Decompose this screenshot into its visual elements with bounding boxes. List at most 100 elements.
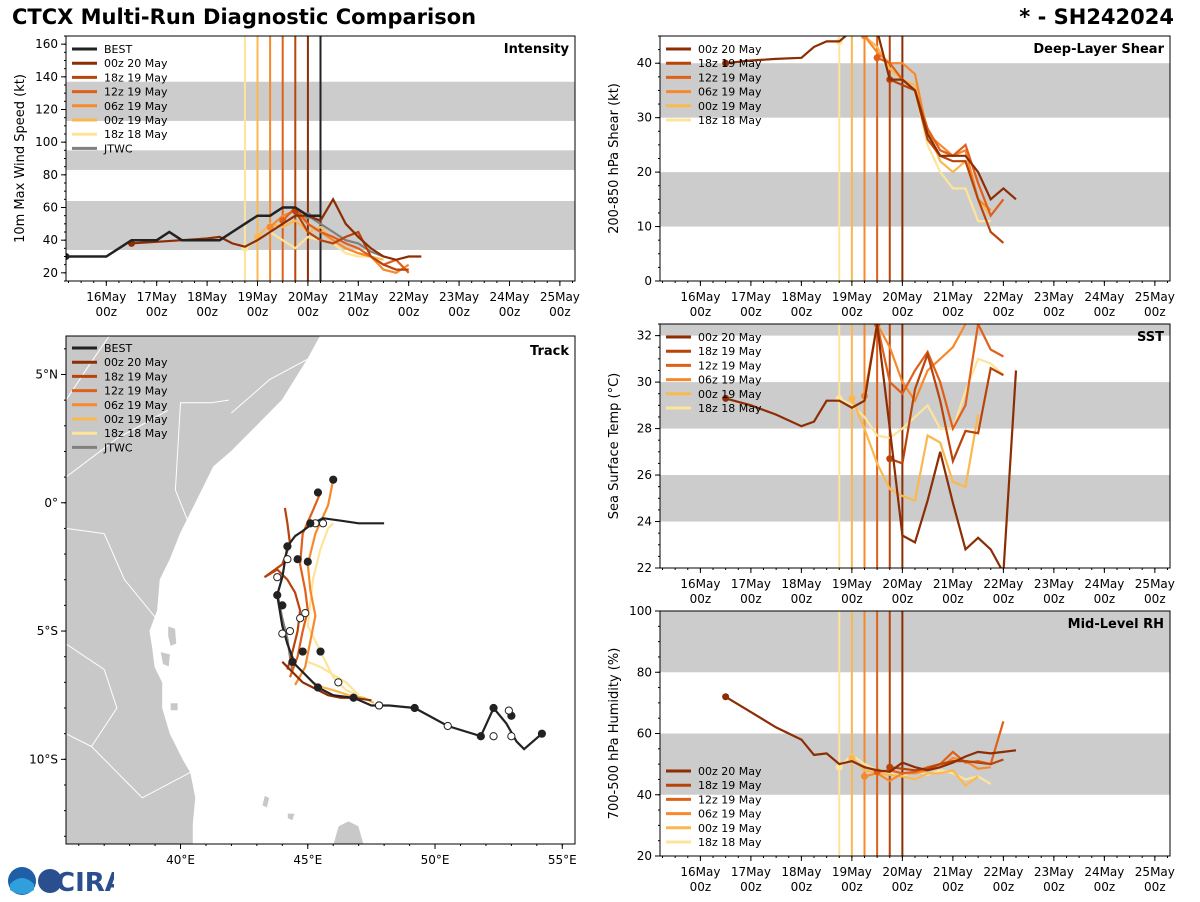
lat-tick-label: 5°S bbox=[37, 624, 58, 638]
band-0 bbox=[660, 172, 1170, 227]
x-tick-hour: 00z bbox=[791, 592, 813, 606]
track-position-marker bbox=[313, 683, 323, 692]
x-tick-day: 17May bbox=[731, 290, 771, 304]
legend-label: JTWC bbox=[103, 142, 133, 155]
track-position-marker bbox=[374, 701, 384, 710]
x-tick-hour: 00z bbox=[247, 305, 269, 319]
x-tick-day: 18May bbox=[781, 290, 821, 304]
noaa-cira-logo: CIRA bbox=[8, 867, 125, 898]
track-position-marker bbox=[316, 647, 325, 656]
legend-label: 12z 19 May bbox=[698, 793, 762, 806]
y-tick-label: 100 bbox=[629, 604, 652, 618]
island bbox=[261, 794, 271, 809]
track-position-marker bbox=[303, 557, 312, 566]
series-group bbox=[722, 36, 1017, 244]
country-border bbox=[103, 533, 161, 624]
y-axis-label: Sea Surface Temp (°C) bbox=[607, 373, 622, 520]
x-tick-day: 25May bbox=[1135, 290, 1175, 304]
legend-label: JTWC bbox=[103, 441, 133, 454]
x-tick-hour: 00z bbox=[1094, 592, 1116, 606]
x-tick-day: 20May bbox=[288, 290, 328, 304]
series-line-00z-19-may bbox=[850, 397, 980, 503]
track-position-marker bbox=[301, 608, 310, 618]
track-position-marker bbox=[283, 555, 292, 564]
legend-label: 06z 19 May bbox=[104, 100, 168, 113]
x-tick-hour: 00z bbox=[1144, 592, 1166, 606]
legend-label: 06z 19 May bbox=[104, 399, 168, 412]
panel-title: SST bbox=[1137, 330, 1164, 345]
x-tick-day: 17May bbox=[137, 290, 177, 304]
cira-logo: CIRA bbox=[4, 864, 125, 898]
y-tick-label: 100 bbox=[35, 135, 58, 149]
band-2 bbox=[660, 324, 1170, 336]
x-tick-hour: 00z bbox=[1094, 880, 1116, 894]
legend-label: 00z 19 May bbox=[104, 413, 168, 426]
x-tick-hour: 00z bbox=[690, 880, 712, 894]
series-line-00z-20-may bbox=[725, 695, 1017, 773]
series-line-12z-19-may bbox=[876, 56, 1005, 218]
track-position-marker bbox=[334, 678, 343, 687]
track-position-marker bbox=[278, 629, 287, 638]
x-tick-hour: 00z bbox=[1144, 880, 1166, 894]
island bbox=[286, 812, 296, 822]
noaa-wave-icon bbox=[10, 878, 34, 894]
series-group bbox=[722, 693, 1017, 788]
x-tick-hour: 00z bbox=[892, 592, 914, 606]
y-tick-label: 30 bbox=[637, 111, 652, 125]
lon-tick-label: 45°E bbox=[293, 853, 322, 867]
x-tick-day: 24May bbox=[1084, 290, 1124, 304]
legend-label: 00z 19 May bbox=[698, 388, 762, 401]
map-frame bbox=[65, 335, 576, 845]
legend-label: 18z 18 May bbox=[104, 128, 168, 141]
legend-label: 00z 20 May bbox=[104, 57, 168, 70]
track-position-marker bbox=[296, 614, 305, 623]
track-position-marker bbox=[288, 657, 297, 666]
x-tick-day: 21May bbox=[933, 865, 973, 879]
x-tick-hour: 00z bbox=[791, 880, 813, 894]
y-axis-label: 10m Max Wind Speed (kt) bbox=[13, 74, 28, 243]
y-tick-label: 10 bbox=[637, 220, 652, 234]
y-axis-label: 200-850 hPa Shear (kt) bbox=[607, 83, 622, 234]
legend-label: 00z 19 May bbox=[104, 114, 168, 127]
x-tick-day: 20May bbox=[882, 865, 922, 879]
x-tick-hour: 00z bbox=[96, 305, 118, 319]
series-line-18z-19-may bbox=[889, 350, 1004, 465]
legend-label: 06z 19 May bbox=[698, 86, 762, 99]
x-tick-hour: 00z bbox=[942, 880, 964, 894]
x-tick-hour: 00z bbox=[740, 592, 762, 606]
y-tick-label: 60 bbox=[637, 727, 652, 741]
y-tick-label: 120 bbox=[35, 103, 58, 117]
legend-label: 06z 19 May bbox=[698, 808, 762, 821]
series-line-best bbox=[66, 206, 321, 258]
y-tick-label: 40 bbox=[637, 56, 652, 70]
x-tick-hour: 00z bbox=[1043, 880, 1065, 894]
figure-title: CTCX Multi-Run Diagnostic Comparison bbox=[12, 5, 477, 29]
track-position-marker bbox=[504, 706, 513, 715]
x-tick-day: 16May bbox=[86, 290, 126, 304]
series-start-dot bbox=[848, 394, 856, 402]
track-position-marker bbox=[285, 626, 295, 636]
x-tick-day: 19May bbox=[832, 577, 872, 591]
panel-sst: 22242628303216May00z17May00z18May00z19Ma… bbox=[607, 323, 1175, 606]
x-tick-day: 24May bbox=[1084, 865, 1124, 879]
x-tick-hour: 00z bbox=[841, 305, 863, 319]
x-tick-hour: 00z bbox=[892, 305, 914, 319]
lon-tick-label: 40°E bbox=[166, 853, 195, 867]
x-tick-hour: 00z bbox=[892, 880, 914, 894]
x-tick-hour: 00z bbox=[398, 305, 420, 319]
legend-label: 00z 19 May bbox=[698, 822, 762, 835]
series-line-00z-20-may bbox=[725, 324, 1018, 568]
legend-label: 18z 18 May bbox=[698, 114, 762, 127]
lat-tick-label: 10°S bbox=[29, 752, 58, 766]
x-tick-hour: 00z bbox=[841, 592, 863, 606]
x-tick-hour: 00z bbox=[1094, 305, 1116, 319]
series-line-06z-19-may bbox=[863, 324, 967, 404]
series-line-18z-19-may bbox=[889, 78, 1005, 244]
x-tick-day: 22May bbox=[389, 290, 429, 304]
legend-label: 18z 19 May bbox=[104, 370, 168, 383]
x-tick-hour: 00z bbox=[993, 880, 1015, 894]
legend-label: 18z 19 May bbox=[104, 71, 168, 84]
